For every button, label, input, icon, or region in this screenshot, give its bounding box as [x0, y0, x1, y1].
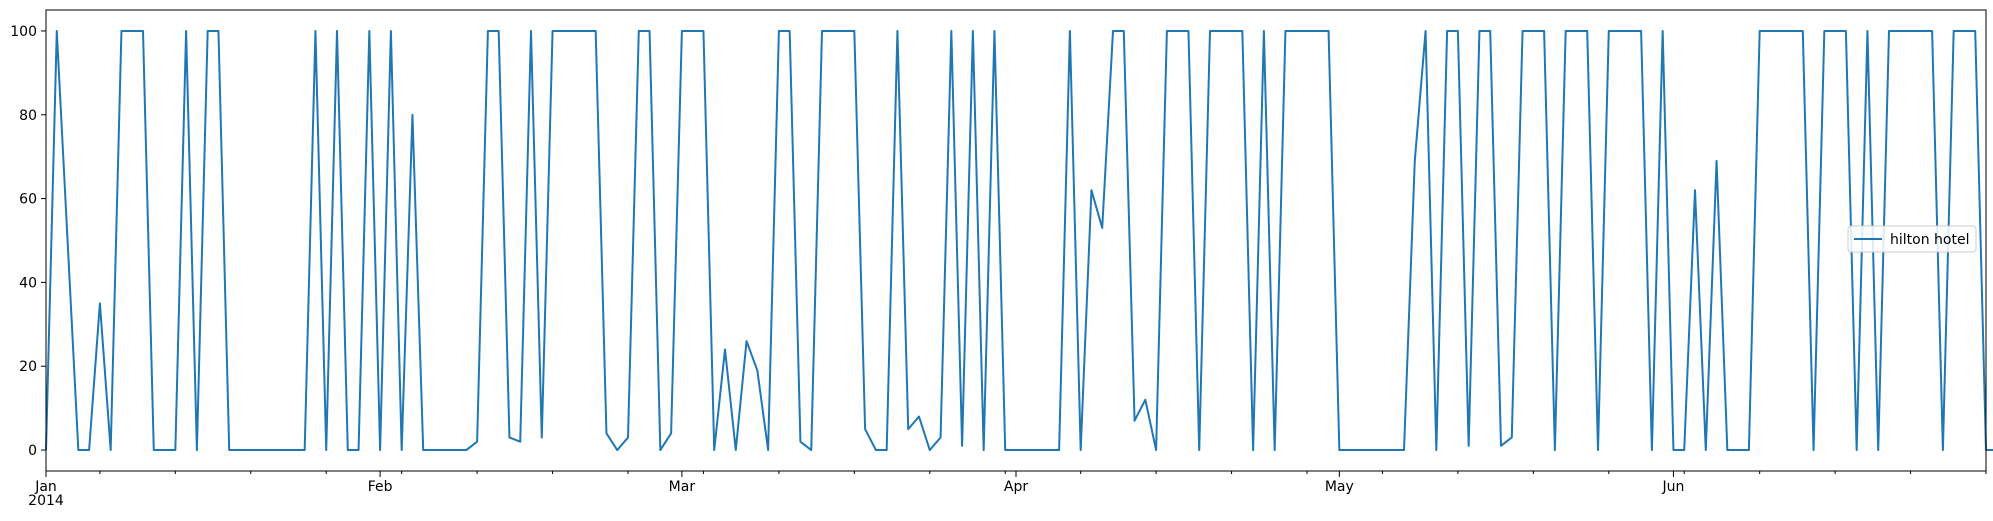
- y-tick-label: 100: [10, 24, 37, 40]
- y-tick-label: 0: [28, 443, 37, 459]
- plot-frame: [45, 9, 1987, 472]
- series-line-hilton-hotel: [45, 29, 1993, 452]
- x-tick-label: Jan: [34, 479, 57, 495]
- x-tick-label: Feb: [368, 479, 393, 495]
- x-tick-label: May: [1325, 479, 1354, 495]
- series-lines: [45, 29, 1993, 452]
- y-tick-label: 60: [19, 192, 37, 208]
- x-tick-label: Apr: [1004, 479, 1028, 495]
- x-tick-label: Mar: [669, 479, 696, 495]
- axis-ticks: 0 20 40 60 80 100 Jan Feb Mar Apr May Jun 2014: [10, 24, 1987, 509]
- legend-label-hilton-hotel: hilton hotel: [1890, 232, 1969, 248]
- y-tick-label: 80: [19, 108, 37, 124]
- legend: hilton hotel: [1847, 225, 1977, 253]
- y-tick-label: 20: [19, 359, 37, 375]
- y-tick-label: 40: [19, 275, 37, 291]
- legend-box: [1847, 225, 1977, 253]
- x-tick-label: Jun: [1662, 479, 1685, 495]
- x-year-label: 2014: [28, 493, 64, 509]
